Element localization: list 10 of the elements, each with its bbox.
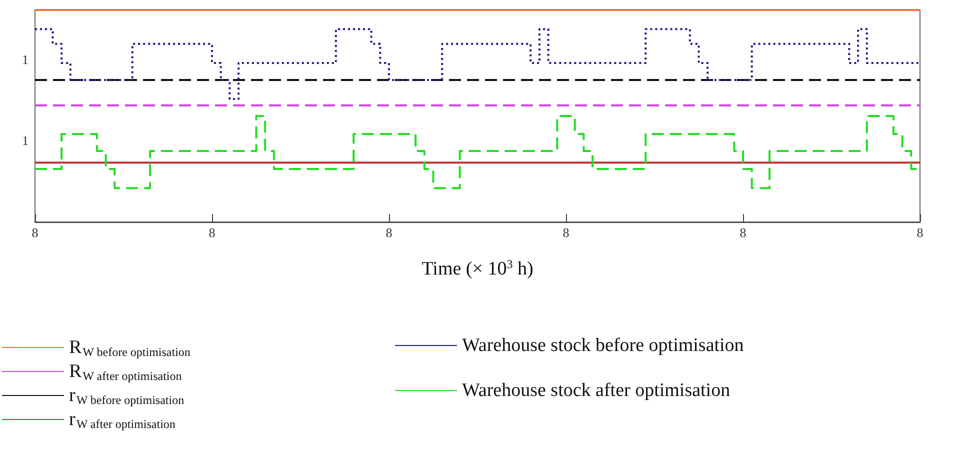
x-tick-label: 8 bbox=[562, 225, 570, 240]
text: 1 bbox=[22, 133, 28, 148]
x-tick-label: 8 bbox=[740, 225, 746, 240]
x-tick-label: 8 bbox=[916, 225, 924, 240]
x-tick-label: 8 bbox=[386, 225, 392, 240]
legend-label: Warehouse stock after optimisation bbox=[462, 380, 731, 401]
text: 1 bbox=[22, 52, 28, 67]
x-tick-label: 8 bbox=[32, 225, 38, 240]
x-tick-label: 8 bbox=[208, 225, 216, 240]
legend-label: Warehouse stock before optimisation bbox=[462, 335, 744, 356]
